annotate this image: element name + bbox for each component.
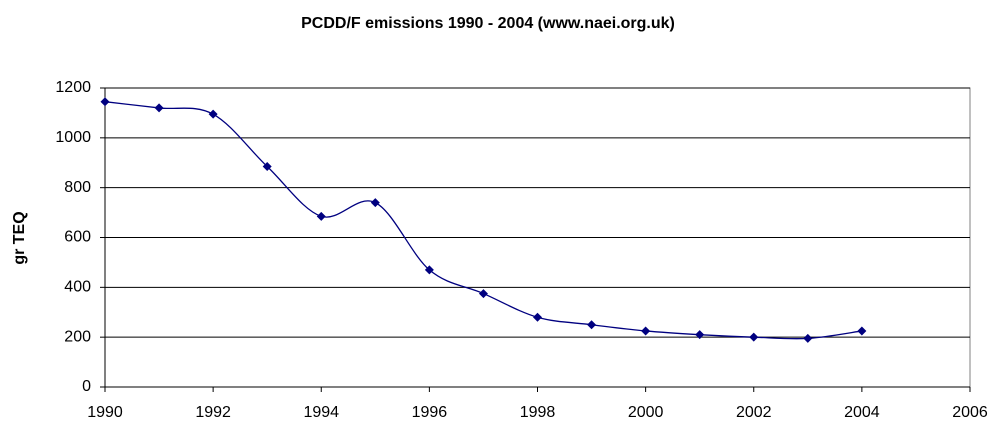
x-tick-label: 2002 (736, 404, 772, 421)
y-tick-label: 200 (64, 328, 91, 345)
marker (154, 103, 164, 113)
x-tick-label: 2006 (952, 404, 988, 421)
marker (424, 265, 434, 275)
series-line (104, 101, 862, 340)
marker (316, 211, 326, 221)
y-tick-label: 600 (64, 229, 91, 246)
marker (478, 289, 488, 299)
marker (262, 161, 272, 171)
y-tick-label: 1000 (55, 129, 91, 146)
x-tick-label: 2000 (628, 404, 664, 421)
x-tick-label: 2004 (844, 404, 880, 421)
marker (208, 109, 218, 119)
x-tick-label: 1996 (412, 404, 448, 421)
y-tick-label: 1200 (55, 79, 91, 96)
marker (803, 333, 813, 343)
marker (100, 97, 110, 107)
marker (370, 198, 380, 208)
marker (749, 332, 759, 342)
marker (695, 330, 705, 340)
y-axis-label: gr TEQ (11, 211, 28, 264)
x-tick-label: 1992 (195, 404, 231, 421)
x-tick-label: 1990 (87, 404, 123, 421)
x-tick-label: 1998 (520, 404, 556, 421)
marker (533, 312, 542, 322)
y-tick-label: 400 (64, 279, 91, 296)
marker (587, 320, 597, 330)
marker (857, 326, 867, 336)
y-tick-label: 0 (82, 378, 91, 395)
x-tick-label: 1994 (303, 404, 339, 421)
chart-title: PCDD/F emissions 1990 - 2004 (www.naei.o… (301, 15, 675, 32)
marker (641, 326, 651, 336)
y-tick-label: 800 (64, 179, 91, 196)
